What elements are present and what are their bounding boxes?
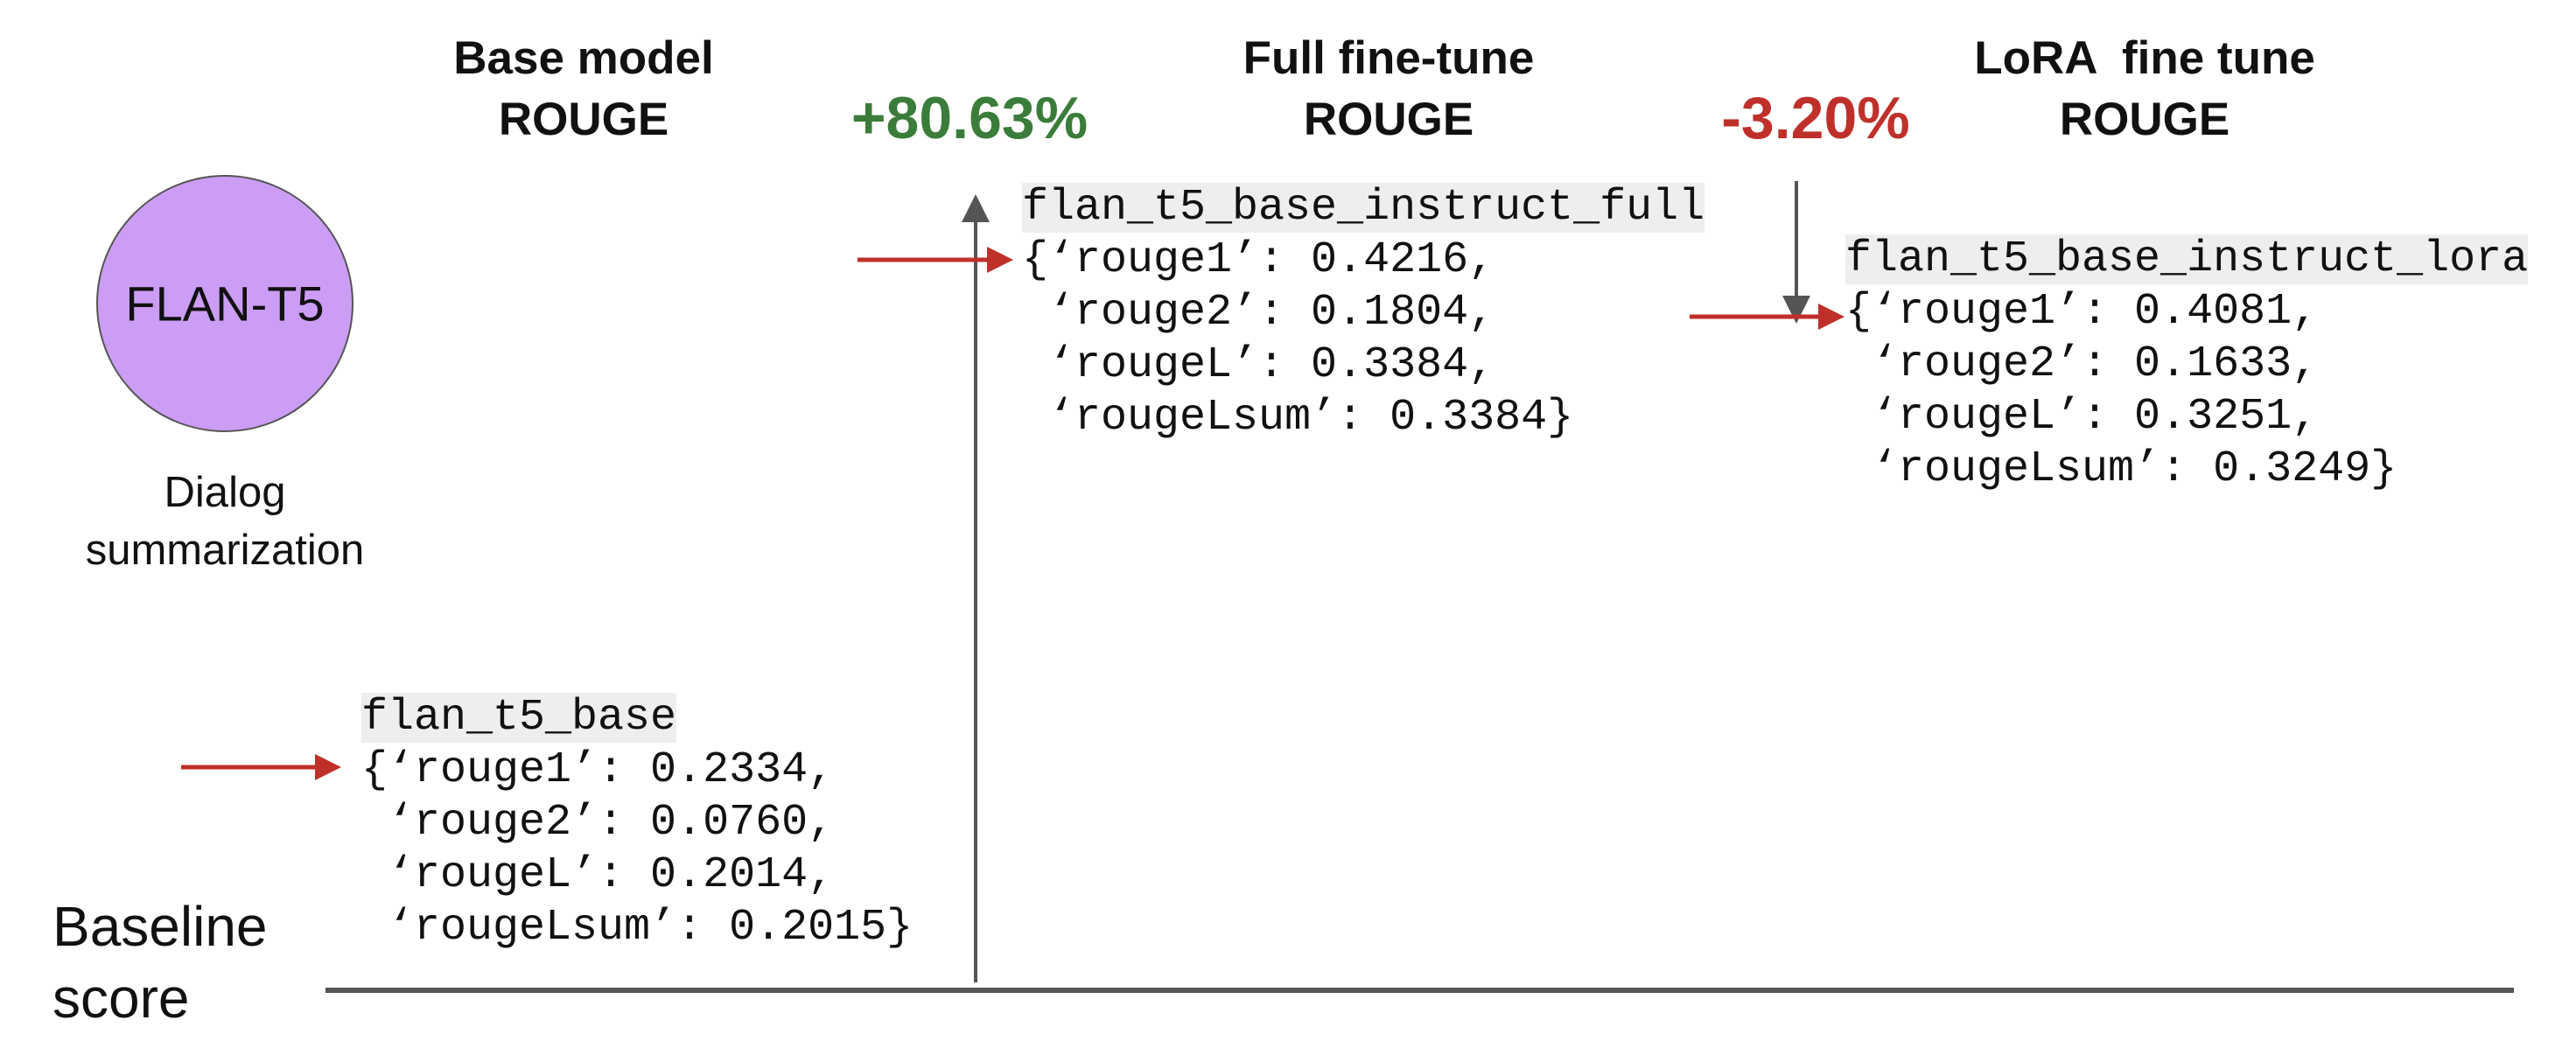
- model-caption: Dialog summarization: [86, 464, 365, 579]
- header-line: Base model: [453, 32, 714, 84]
- caption-line: summarization: [85, 527, 365, 574]
- baseline-line: Baseline: [52, 895, 268, 958]
- column-header: LoRA fine tune ROUGE: [1974, 28, 2315, 150]
- model-circle: [96, 175, 354, 432]
- metric-line: ‘rougeL’: 0.3384,: [1022, 340, 1495, 390]
- metric-line: {‘rouge1’: 0.4216,: [1022, 235, 1495, 285]
- column-header: Full fine-tune ROUGE: [1243, 28, 1535, 150]
- result-block: flan_t5_base_instruct_lora {‘rouge1’: 0.4…: [1845, 234, 2529, 496]
- header-line: Full fine-tune: [1242, 32, 1535, 84]
- metric-line: {‘rouge1’: 0.2334,: [361, 745, 835, 795]
- change-percent: -3.20%: [1721, 85, 1910, 151]
- metric-line: ‘rougeLsum’: 0.2015}: [361, 903, 914, 953]
- metric-line: ‘rougeL’: 0.3251,: [1845, 392, 2319, 442]
- result-row: flan_t5_base_instruct_lora: [1845, 234, 2529, 286]
- result-block: flan_t5_base_instruct_full {‘rouge1’: 0.4…: [1022, 182, 1705, 444]
- metric-line: ‘rougeLsum’: 0.3384}: [1022, 393, 1574, 443]
- change-percent: +80.63%: [850, 85, 1088, 151]
- metric-line: ‘rougeL’: 0.2014,: [361, 850, 835, 900]
- header-line: ROUGE: [498, 94, 669, 145]
- baseline-label: Baseline score: [52, 891, 268, 1034]
- metric-line: ‘rougeLsum’: 0.3249}: [1845, 444, 2398, 494]
- model-name: flan_t5_base_instruct_full: [1022, 183, 1705, 233]
- model-name: flan_t5_base: [361, 693, 677, 743]
- result-block: flan_t5_base {‘rouge1’: 0.2334, ‘rouge2’:…: [361, 692, 913, 954]
- header-line: LoRA fine tune: [1974, 32, 2315, 84]
- header-line: ROUGE: [1303, 94, 1474, 145]
- metric-line: ‘rouge2’: 0.1804,: [1022, 288, 1495, 338]
- metric-line: ‘rouge2’: 0.0760,: [361, 798, 835, 848]
- model-name: flan_t5_base_instruct_lora: [1845, 234, 2529, 284]
- caption-line: Dialog: [164, 469, 286, 516]
- header-line: ROUGE: [2059, 94, 2230, 145]
- baseline-line: score: [52, 967, 190, 1030]
- model-label: FLAN-T5: [125, 276, 325, 332]
- result-row: flan_t5_base_instruct_full: [1022, 182, 1705, 234]
- metric-line: ‘rouge2’: 0.1633,: [1845, 339, 2319, 389]
- column-header: Base model ROUGE: [453, 28, 714, 150]
- result-row: flan_t5_base: [361, 692, 913, 744]
- metric-line: {‘rouge1’: 0.4081,: [1845, 287, 2319, 337]
